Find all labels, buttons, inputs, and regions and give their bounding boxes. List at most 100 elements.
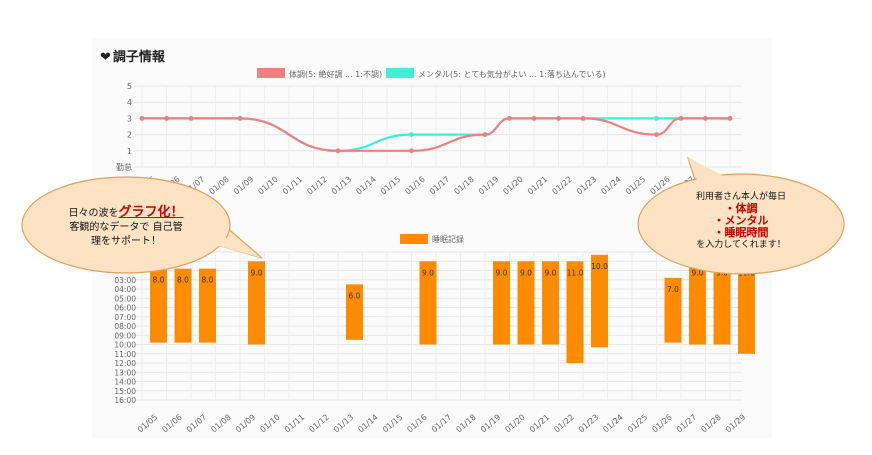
sleep-bar[interactable] bbox=[248, 261, 265, 345]
condition-point-mental[interactable] bbox=[409, 132, 414, 138]
left-bubble-body bbox=[21, 176, 231, 274]
sleep-bar[interactable] bbox=[493, 261, 510, 345]
right-bubble-item3: ・睡眠時間 bbox=[713, 226, 769, 239]
condition-x-axis-label: 01/24 bbox=[599, 175, 622, 197]
sleep-bars: 8.0 8.0 8.0 9.0 6.0 9.0 9.0 9.0 9.0 11.0 10.0 7.0 9.… bbox=[150, 254, 755, 363]
left-speech-bubble bbox=[21, 176, 263, 274]
legend-label-sleep[interactable]: 睡眠記録 bbox=[432, 234, 464, 244]
condition-y-tick: 4 bbox=[127, 98, 132, 107]
condition-point-mental[interactable] bbox=[654, 116, 659, 121]
x-axis-label: 01/07 bbox=[185, 413, 208, 435]
heart-pulse-icon: ❤ bbox=[100, 50, 111, 65]
condition-point-physical[interactable] bbox=[139, 116, 145, 121]
x-axis-label: 01/21 bbox=[528, 413, 551, 435]
sleep-bar[interactable] bbox=[713, 261, 731, 345]
condition-point-physical[interactable] bbox=[482, 132, 488, 138]
sleep-y-tick: 16:00 bbox=[114, 396, 136, 405]
x-axis-label: 01/26 bbox=[650, 413, 673, 435]
condition-point-physical[interactable] bbox=[507, 116, 512, 121]
sleep-bar-label: 8.0 bbox=[177, 276, 189, 285]
right-bubble-item1: ・体調 bbox=[724, 202, 758, 215]
x-axis-label: 01/28 bbox=[699, 413, 722, 435]
section-title-text: 調子情報 bbox=[112, 50, 165, 65]
x-axis-label: 01/09 bbox=[234, 413, 257, 435]
legend-swatch-condition[interactable] bbox=[257, 68, 285, 78]
sleep-y-tick: 04:00 bbox=[114, 285, 136, 294]
x-axis-label: 01/29 bbox=[724, 413, 747, 435]
condition-y-tick: 2 bbox=[127, 131, 132, 140]
right-bubble-join bbox=[688, 158, 736, 192]
condition-x-axis-label: 01/18 bbox=[452, 175, 475, 197]
condition-line-physical bbox=[141, 117, 730, 152]
right-bubble-line1: 利用者さん本人が毎日 bbox=[695, 192, 786, 202]
sleep-bar-label: 10.0 bbox=[591, 262, 608, 271]
x-axis-label: 01/19 bbox=[479, 413, 502, 435]
condition-point-physical[interactable] bbox=[556, 116, 561, 121]
x-axis-label: 01/13 bbox=[332, 413, 355, 435]
left-bubble-text: 日々の波をグラフ化！ 客観的なデータで 自己管 理をサポート！ bbox=[40, 206, 212, 249]
x-axis-label: 01/22 bbox=[552, 413, 575, 435]
condition-y-tick: 5 bbox=[127, 82, 132, 91]
x-axis-label: 01/11 bbox=[283, 413, 306, 435]
legend-swatch-mental[interactable] bbox=[386, 68, 414, 78]
legend-label-condition[interactable]: 体調(5: 絶好調 ... 1:不調) bbox=[289, 69, 382, 79]
x-axis-label: 01/18 bbox=[454, 413, 477, 435]
sleep-bar-label: 7.0 bbox=[667, 285, 679, 294]
condition-point-physical[interactable] bbox=[678, 116, 684, 121]
right-bubble-text: 利用者さん本人が毎日 ・体調 ・メンタル ・睡眠時間 を入力してくれます！ bbox=[656, 191, 826, 251]
condition-point-physical[interactable] bbox=[531, 116, 537, 121]
sleep-bar[interactable] bbox=[174, 268, 192, 343]
sleep-y-tick: 13:00 bbox=[114, 368, 136, 377]
legend-label-mental[interactable]: メンタル(5: とても気分がよい ... 1:落ち込んでいる) bbox=[418, 69, 606, 79]
right-bubble-item2: ・メンタル bbox=[713, 214, 769, 227]
sleep-bar-label: 11.0 bbox=[567, 268, 584, 277]
condition-point-physical[interactable] bbox=[188, 116, 194, 121]
sleep-bar-label: 9.0 bbox=[545, 268, 557, 277]
condition-x-axis-label: 01/14 bbox=[354, 175, 377, 197]
sleep-bar-label: 6.0 bbox=[349, 291, 361, 300]
sleep-y-tick: 14:00 bbox=[114, 378, 136, 387]
condition-point-physical[interactable] bbox=[580, 116, 586, 121]
condition-y-axis: 5 4 3 2 1 勤怠 bbox=[116, 82, 132, 172]
left-bubble-join bbox=[205, 226, 262, 258]
sleep-bar-label: 9.0 bbox=[251, 268, 263, 277]
sleep-bar[interactable] bbox=[419, 261, 437, 345]
condition-x-axis-label: 01/20 bbox=[501, 175, 524, 197]
sleep-bar[interactable] bbox=[566, 261, 584, 363]
condition-lines bbox=[139, 116, 733, 154]
sleep-bar[interactable] bbox=[542, 261, 559, 345]
condition-point-physical[interactable] bbox=[335, 148, 341, 154]
condition-point-physical[interactable] bbox=[237, 116, 243, 121]
x-axis-label: 01/15 bbox=[381, 413, 404, 435]
sleep-bar[interactable] bbox=[689, 261, 706, 345]
x-axis-label: 01/06 bbox=[160, 413, 183, 435]
sleep-bar[interactable] bbox=[346, 284, 363, 340]
sleep-bar[interactable] bbox=[591, 254, 608, 348]
sleep-y-tick: 07:00 bbox=[114, 313, 136, 322]
condition-point-physical[interactable] bbox=[727, 116, 733, 121]
sleep-bar-label: 9.0 bbox=[422, 268, 434, 277]
condition-point-physical[interactable] bbox=[409, 148, 414, 154]
condition-point-physical[interactable] bbox=[703, 116, 708, 121]
sleep-bar[interactable] bbox=[517, 261, 535, 345]
condition-x-axis-label: 01/08 bbox=[207, 175, 230, 197]
sleep-bar[interactable] bbox=[664, 277, 682, 343]
legend-swatch-sleep[interactable] bbox=[400, 234, 428, 244]
section-title: ❤ 調子情報 bbox=[100, 46, 165, 65]
sleep-bar[interactable] bbox=[150, 268, 167, 343]
x-axis-label: 01/27 bbox=[675, 413, 698, 435]
condition-point-physical[interactable] bbox=[164, 116, 169, 121]
condition-point-physical[interactable] bbox=[654, 132, 659, 138]
condition-grid bbox=[134, 85, 742, 168]
condition-x-axis-label: 01/10 bbox=[256, 175, 279, 197]
condition-y-tick: 3 bbox=[127, 114, 132, 123]
condition-x-axis-label: 01/12 bbox=[305, 175, 328, 197]
sleep-bar[interactable] bbox=[199, 268, 216, 343]
right-bubble-line-last: を入力してくれます！ bbox=[696, 240, 786, 250]
condition-x-axis-label: 01/22 bbox=[550, 175, 573, 197]
sleep-bar[interactable] bbox=[738, 261, 755, 354]
condition-x-axis-label: 01/15 bbox=[379, 175, 402, 197]
sleep-bar-label: 9.0 bbox=[520, 268, 532, 277]
condition-x-axis-label: 01/19 bbox=[477, 175, 500, 197]
condition-x-axis-label: 01/11 bbox=[281, 175, 304, 197]
